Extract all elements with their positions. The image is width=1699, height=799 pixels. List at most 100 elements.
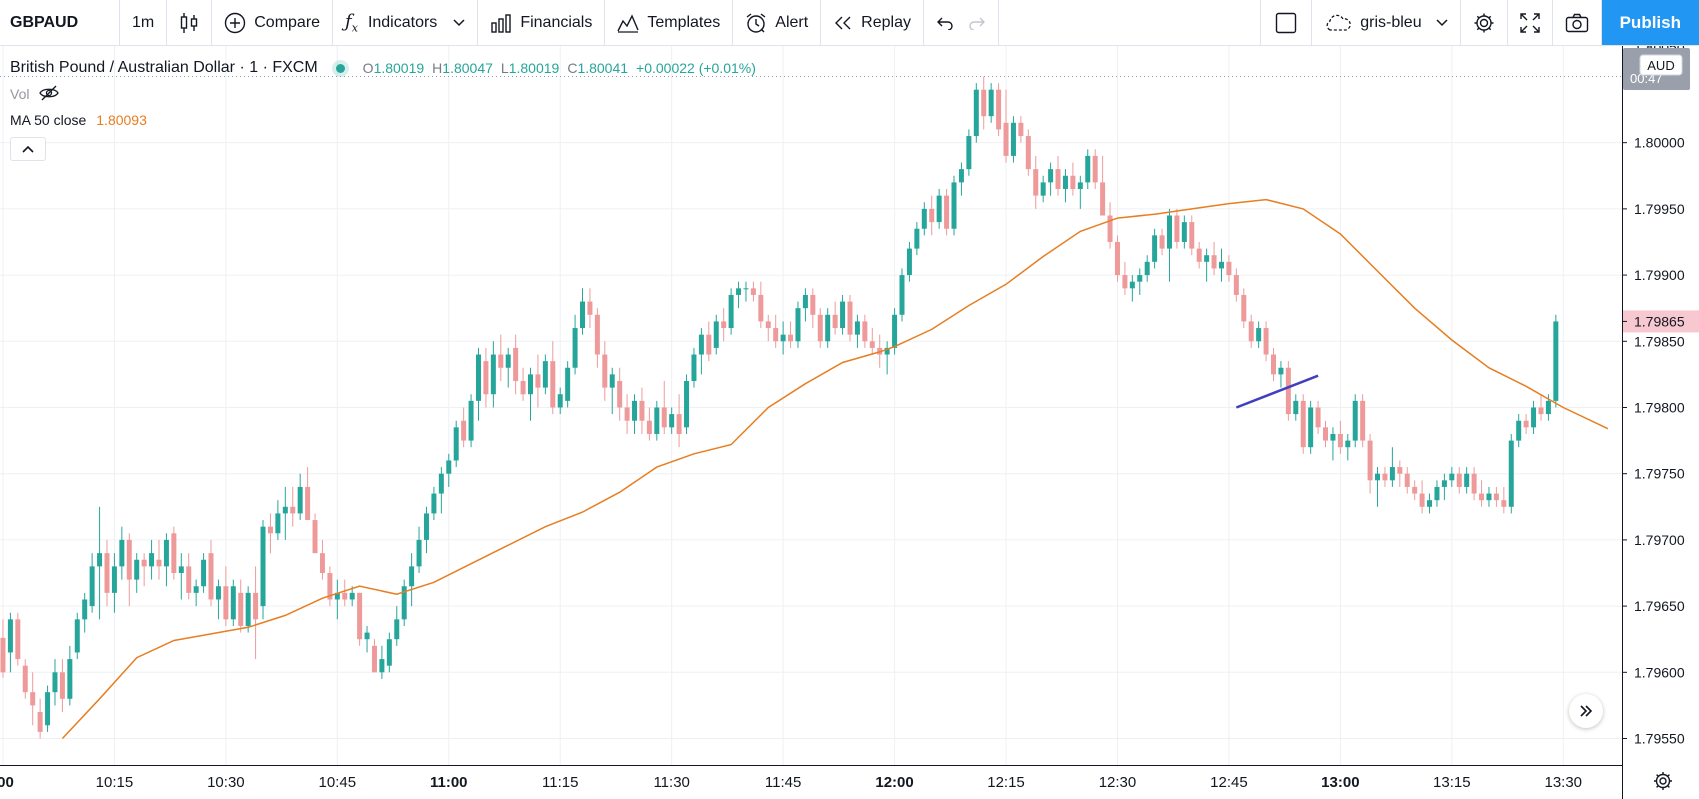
settings-button[interactable]: [1461, 0, 1508, 45]
candle-body: [810, 294, 816, 315]
compare-button[interactable]: Compare: [212, 0, 334, 45]
candle-body: [1085, 155, 1091, 183]
time-axis-label: 10:45: [319, 774, 357, 791]
candle-body: [1404, 473, 1410, 487]
candle-body: [342, 592, 348, 600]
candle-body: [1166, 215, 1172, 249]
candle-body: [1323, 427, 1329, 441]
candle-body: [490, 354, 496, 395]
ma-line: [61, 198, 1609, 740]
save-layout-button[interactable]: gris-bleu: [1312, 0, 1461, 45]
candle-body: [906, 248, 912, 276]
candle-body: [371, 645, 377, 673]
chart-type-button[interactable]: [167, 0, 213, 45]
axes: :00 10:15 10:30 10:45 11:00 11:15 11:30 11:45 12…: [0, 46, 1699, 799]
candle-body: [951, 182, 957, 229]
square-icon: [1275, 12, 1297, 34]
candle-body: [617, 381, 623, 408]
candle-body: [654, 407, 660, 434]
price-chart[interactable]: :00 10:15 10:30 10:45 11:00 11:15 11:30 11:45 12…: [0, 46, 1699, 799]
price-axis-label: 1.79600: [1634, 664, 1685, 680]
candle-body: [297, 486, 303, 514]
snapshot-button[interactable]: [1553, 0, 1602, 45]
candle-body: [7, 619, 13, 653]
templates-icon: [617, 13, 639, 33]
candle-body: [914, 228, 920, 249]
candle-body: [97, 553, 103, 567]
candle-body: [1129, 281, 1135, 289]
interval-button[interactable]: 1m: [120, 0, 168, 45]
price-axis-label: 1.79950: [1634, 201, 1685, 217]
candle-body: [661, 407, 667, 428]
candle-body: [1062, 175, 1068, 190]
ma-value: 1.80093: [96, 112, 147, 128]
ma-label: MA 50 close: [10, 112, 87, 128]
interval-label: 1m: [132, 13, 155, 31]
candle-body: [201, 559, 207, 587]
candle-body: [1285, 367, 1291, 415]
templates-button[interactable]: Templates: [605, 0, 734, 45]
candle-body: [646, 420, 652, 434]
candles-icon: [179, 12, 199, 34]
candle-body: [178, 566, 184, 574]
candle-body: [535, 374, 541, 388]
candle-body: [475, 354, 481, 401]
candle-body: [401, 586, 407, 620]
price-axis-label: 1.80000: [1634, 135, 1685, 151]
ohlc-h-label: H: [432, 60, 443, 76]
ohlc-l-label: L: [500, 60, 509, 76]
alert-button[interactable]: Alert: [733, 0, 822, 45]
eye-off-icon[interactable]: [39, 85, 60, 104]
scale-settings-gear-icon[interactable]: [1652, 770, 1674, 792]
candle-body: [1419, 493, 1425, 507]
candle-body: [1271, 354, 1277, 375]
collapse-legend-button[interactable]: [10, 137, 46, 161]
volume-label: Vol: [10, 86, 30, 102]
candle-body: [1486, 493, 1492, 501]
price-axis-label: 1.79550: [1634, 731, 1685, 747]
legend-symbol-title[interactable]: British Pound / Australian Dollar · 1 · …: [10, 59, 318, 76]
candle-body: [215, 586, 221, 600]
candle-body: [275, 513, 281, 534]
layout-button[interactable]: [1260, 0, 1313, 45]
candle-body: [854, 321, 860, 335]
chevron-up-icon: [22, 140, 34, 158]
candle-body: [1025, 136, 1031, 170]
candle-body: [1152, 235, 1158, 262]
candle-body: [386, 639, 392, 666]
candle-body: [1516, 420, 1522, 441]
candle-body: [468, 400, 474, 441]
candle-body: [743, 288, 749, 290]
top-toolbar: GBPAUD 1m Compare ƒx Indicators Financia…: [0, 0, 1699, 46]
candle-body: [1315, 407, 1321, 428]
candle-body: [1397, 467, 1403, 474]
legend-main-row: British Pound / Australian Dollar · 1 · …: [10, 55, 756, 81]
candle-body: [669, 414, 675, 428]
indicators-button[interactable]: ƒx Indicators: [333, 0, 479, 45]
symbol-search-button[interactable]: GBPAUD: [0, 0, 120, 45]
candle-body: [0, 637, 6, 673]
legend-ma-row[interactable]: MA 50 close 1.80093: [10, 107, 756, 133]
time-axis-label: 12:15: [987, 774, 1025, 791]
undo-redo-group: [924, 0, 999, 45]
scroll-to-realtime-button[interactable]: [1569, 694, 1603, 728]
indicators-label: Indicators: [367, 13, 438, 31]
ohlc-o-value: 1.80019: [373, 60, 425, 76]
candle-body: [639, 400, 645, 421]
candle-body: [15, 619, 21, 660]
undo-icon[interactable]: [936, 16, 954, 30]
publish-button[interactable]: Publish: [1601, 0, 1699, 45]
candle-body: [1159, 235, 1165, 249]
symbol-label: GBPAUD: [10, 13, 79, 31]
currency-button: [1639, 54, 1683, 76]
redo-icon[interactable]: [968, 16, 986, 30]
candle-body: [1248, 321, 1254, 342]
financials-button[interactable]: Financials: [478, 0, 606, 45]
plus-circle-icon: [224, 12, 246, 34]
fullscreen-button[interactable]: [1508, 0, 1553, 45]
candle-body: [1122, 275, 1128, 289]
legend-volume-row[interactable]: Vol: [10, 81, 756, 107]
replay-button[interactable]: Replay: [821, 0, 924, 45]
time-axis-label: 11:30: [653, 774, 689, 791]
bars-icon: [490, 13, 512, 33]
